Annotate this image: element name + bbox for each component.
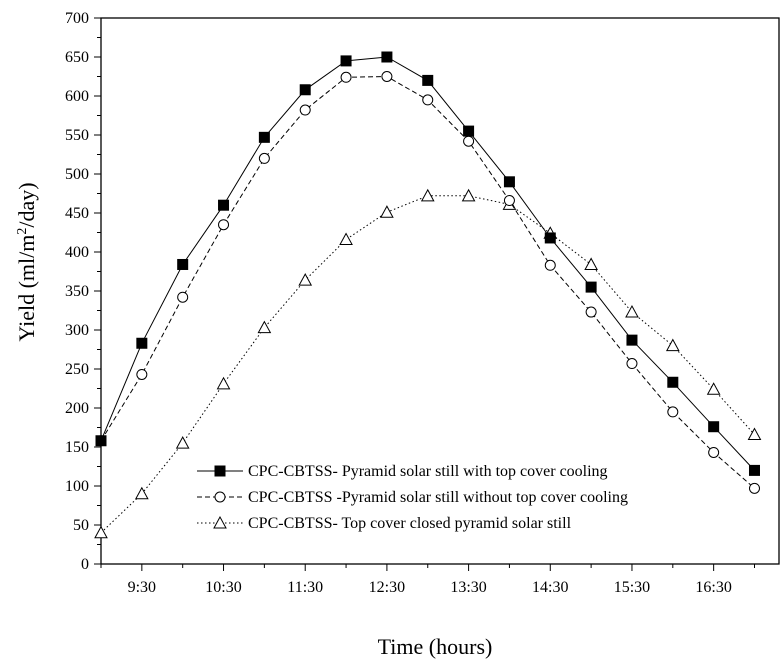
circle-marker <box>544 259 556 271</box>
y-tick-label: 450 <box>65 205 89 222</box>
y-axis-label-end: /day) <box>14 182 39 227</box>
circle-marker <box>626 358 638 370</box>
circle-marker <box>258 152 270 164</box>
square-marker <box>667 376 679 388</box>
series-open-circle <box>95 71 760 494</box>
square-marker <box>95 435 107 447</box>
triangle-marker <box>216 376 231 390</box>
triangle-marker <box>339 232 353 246</box>
y-tick-label: 550 <box>65 127 89 144</box>
square-marker <box>177 258 189 270</box>
legend-marker <box>214 465 226 477</box>
circle-marker <box>748 482 760 494</box>
square-marker <box>748 464 760 476</box>
y-tick-label: 100 <box>65 478 89 495</box>
square-marker <box>708 421 720 433</box>
square-marker <box>626 334 638 346</box>
circle-marker <box>299 104 311 116</box>
circle-marker <box>585 306 597 318</box>
circle-marker <box>136 368 148 380</box>
circle-marker <box>381 71 393 82</box>
circle-marker <box>340 71 352 83</box>
circle-marker <box>708 446 720 458</box>
square-marker <box>136 337 148 349</box>
triangle-marker <box>420 188 435 202</box>
series-open-triangle <box>94 188 762 539</box>
y-tick-label: 250 <box>65 361 89 378</box>
triangle-marker <box>380 205 394 218</box>
y-tick-label: 500 <box>65 166 89 183</box>
x-tick-label: 14:30 <box>532 579 568 596</box>
series-line <box>100 195 755 534</box>
y-tick-label: 50 <box>73 517 89 534</box>
triangle-marker <box>461 188 476 202</box>
legend-entry: CPC-CBTSS -Pyramid solar still without t… <box>248 489 628 506</box>
triangle-marker <box>175 436 190 449</box>
circle-marker <box>177 291 189 303</box>
square-marker <box>503 176 515 188</box>
y-tick-label: 0 <box>81 556 89 573</box>
y-axis-label: Yield (ml/m2/day) <box>14 182 39 341</box>
x-tick-label: 11:30 <box>287 579 323 596</box>
square-marker <box>340 55 352 67</box>
plot-frame <box>100 17 780 565</box>
square-marker <box>218 199 230 211</box>
square-marker <box>463 125 475 137</box>
x-tick-label: 9:30 <box>128 579 156 596</box>
y-tick-label: 350 <box>65 283 89 300</box>
square-marker <box>299 84 311 96</box>
triangle-marker <box>665 338 680 352</box>
square-marker <box>381 51 393 63</box>
legend-marker <box>213 515 227 529</box>
y-tick-label: 200 <box>65 400 89 417</box>
series-line <box>100 75 755 489</box>
square-marker <box>422 74 434 86</box>
triangle-marker <box>298 273 313 286</box>
legend-marker <box>214 491 226 503</box>
y-tick-label: 150 <box>65 439 89 456</box>
x-tick-label: 13:30 <box>450 579 486 596</box>
x-axis-label: Time (hours) <box>378 634 493 659</box>
y-tick-label: 300 <box>65 322 89 339</box>
triangle-marker <box>135 486 149 500</box>
legend: CPC-CBTSS- Pyramid solar still with top … <box>197 463 628 532</box>
legend-entry: CPC-CBTSS- Top cover closed pyramid sola… <box>248 515 572 532</box>
x-tick-label: 10:30 <box>205 579 241 596</box>
circle-marker <box>218 219 230 231</box>
square-marker <box>258 131 270 143</box>
triangle-marker <box>257 320 272 334</box>
circle-marker <box>422 94 434 106</box>
circle-marker <box>463 135 475 147</box>
axes-layer: 0 50 100 150 200 250 300 350 400 450 500 550 600 650 7… <box>65 10 780 596</box>
legend-entry: CPC-CBTSS- Pyramid solar still with top … <box>248 463 608 480</box>
triangle-marker <box>706 382 721 395</box>
y-axis-label-superscript: 2 <box>15 228 30 235</box>
triangle-marker <box>747 427 762 441</box>
triangle-marker <box>584 257 598 270</box>
y-axis-label-main: Yield (ml/m <box>14 235 39 342</box>
series-line <box>100 56 755 471</box>
square-marker <box>585 281 597 293</box>
series-layer <box>94 51 762 539</box>
series-filled-square <box>95 51 760 476</box>
x-tick-label: 12:30 <box>369 579 405 596</box>
circle-marker <box>667 406 679 418</box>
x-tick-label: 16:30 <box>695 579 731 596</box>
circle-marker <box>503 195 515 207</box>
y-tick-label: 600 <box>65 88 89 105</box>
triangle-marker <box>625 305 639 318</box>
x-tick-label: 15:30 <box>614 579 650 596</box>
y-tick-label: 650 <box>65 49 89 66</box>
y-tick-label: 700 <box>65 10 89 27</box>
square-marker <box>544 232 556 244</box>
y-tick-label: 400 <box>65 244 89 261</box>
triangle-marker <box>94 525 108 539</box>
